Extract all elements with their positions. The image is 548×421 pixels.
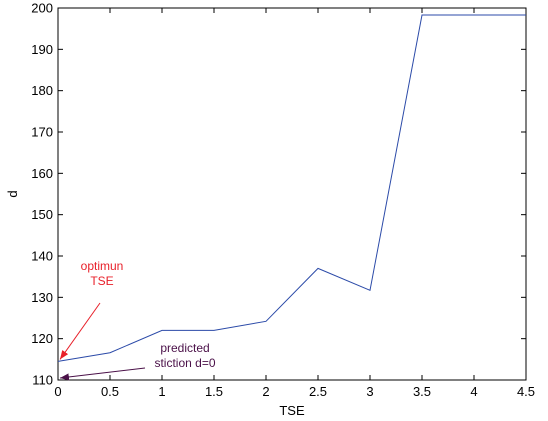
y-tick-label: 120	[31, 331, 53, 346]
plot-area	[57, 7, 527, 381]
y-tick-label: 110	[32, 373, 53, 388]
x-tick-label: 3.5	[413, 384, 431, 399]
x-axis: 0 0.5 1 1.5 2 2.5 3 3.5 4 4.5	[54, 8, 535, 399]
data-series-line	[57, 14, 526, 362]
annotation-text-line: optimun	[81, 259, 124, 273]
y-tick-label: 200	[31, 1, 53, 16]
y-tick-label: 170	[31, 125, 53, 140]
x-tick-label: 4	[470, 384, 477, 399]
y-tick-label: 160	[31, 166, 53, 181]
x-tick-label: 2	[262, 384, 269, 399]
y-tick-label: 150	[31, 207, 53, 222]
y-axis: 110 120 130 140 150 160 170 180 190 200	[31, 1, 526, 388]
x-tick-label: 3	[366, 384, 373, 399]
x-tick-label: 1.5	[205, 384, 223, 399]
x-tick-label: 0	[54, 384, 61, 399]
x-tick-label: 2.5	[309, 384, 327, 399]
annotation-arrow	[59, 302, 101, 360]
annotation-text-line: predicted	[160, 341, 209, 355]
annotation-text-line: TSE	[90, 274, 113, 288]
y-tick-label: 140	[31, 249, 53, 264]
x-tick-label: 4.5	[517, 384, 535, 399]
y-tick-label: 190	[31, 42, 53, 57]
x-tick-label: 0.5	[101, 384, 119, 399]
x-tick-label: 1	[158, 384, 165, 399]
y-tick-label: 180	[31, 83, 53, 98]
annotation-arrow	[59, 367, 146, 381]
y-tick-label: 130	[31, 290, 53, 305]
annotation-text-line: stiction d=0	[154, 356, 215, 370]
x-axis-label: TSE	[279, 403, 305, 418]
y-axis-label: d	[5, 190, 20, 197]
